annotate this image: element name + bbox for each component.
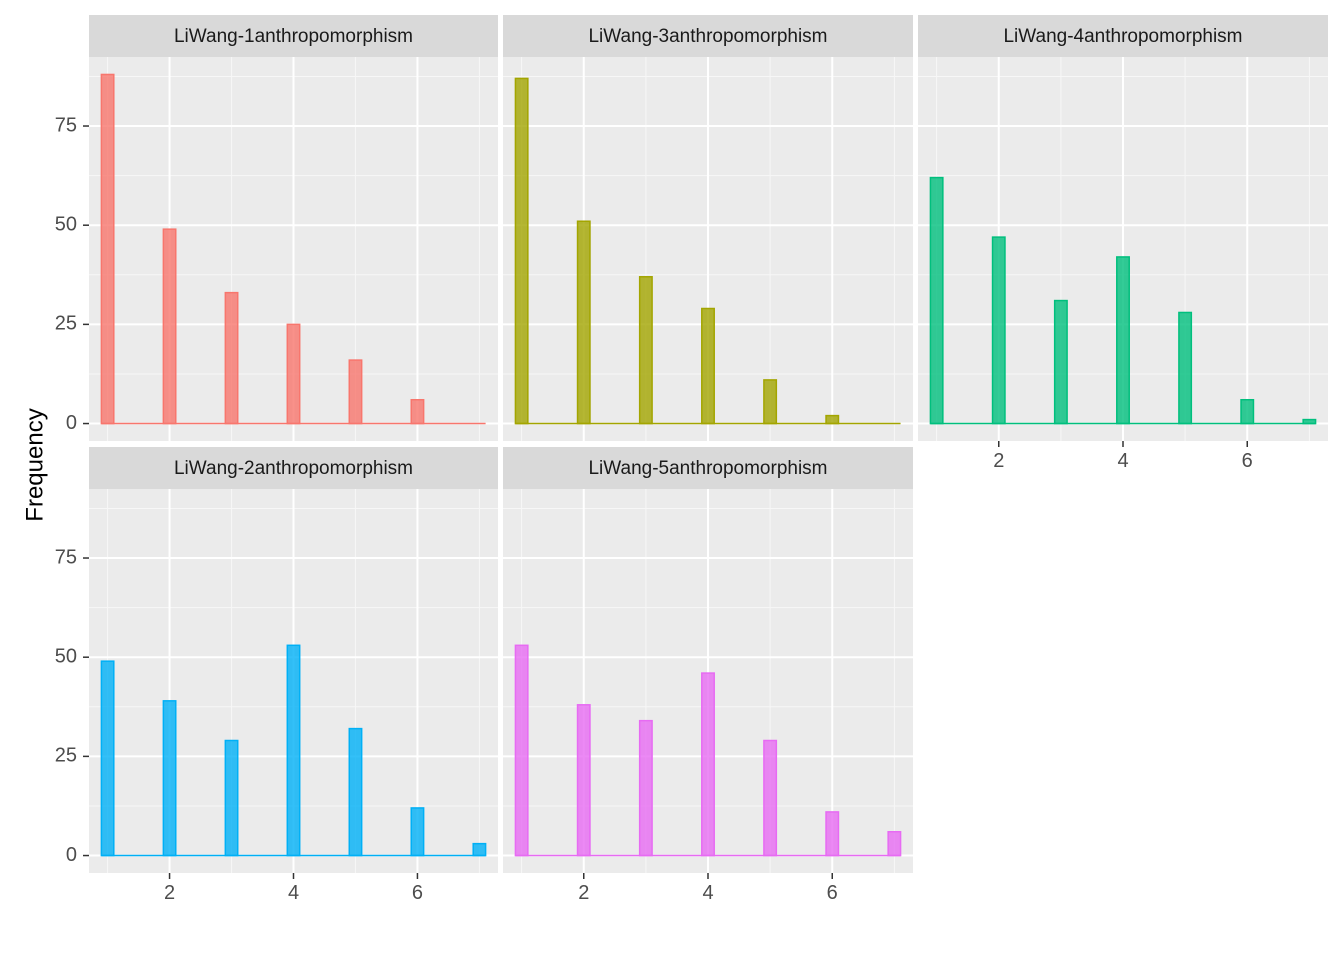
bar — [514, 77, 529, 425]
strip-background — [503, 447, 913, 489]
panel-4: LiWang-2anthropomorphism 2 4 6 0 25 50 75 — [55, 447, 498, 904]
strip-background — [89, 15, 498, 57]
bar — [286, 644, 301, 857]
x-tick-label: 6 — [412, 882, 423, 904]
bar — [410, 807, 425, 857]
y-tick-label: 25 — [55, 313, 77, 335]
strip-label: LiWang-2anthropomorphism — [174, 458, 413, 479]
bar — [1116, 256, 1130, 425]
bar — [1053, 299, 1068, 425]
y-tick-label: 50 — [55, 213, 77, 235]
bar — [410, 398, 425, 425]
bar — [638, 276, 653, 425]
bar — [825, 414, 840, 425]
panel-1: LiWang-1anthropomorphism 0 25 50 75 — [55, 15, 498, 441]
x-tick-label: 4 — [702, 882, 713, 904]
strip-background — [89, 447, 498, 489]
bar — [701, 307, 715, 425]
strip-label: LiWang-4anthropomorphism — [1003, 26, 1242, 47]
strip-label: LiWang-5anthropomorphism — [588, 458, 827, 479]
x-tick-label: 2 — [164, 882, 175, 904]
bar — [1302, 418, 1317, 425]
y-tick-label: 75 — [55, 546, 77, 568]
x-tick-label: 6 — [1242, 450, 1253, 472]
panel-5: LiWang-5anthropomorphism 2 4 6 — [503, 447, 913, 904]
bar — [576, 704, 591, 857]
bar — [286, 323, 301, 425]
bar — [224, 291, 239, 425]
y-tick-label: 25 — [55, 745, 77, 767]
bar — [576, 220, 591, 425]
x-tick-label: 4 — [1117, 450, 1128, 472]
bar — [825, 811, 840, 857]
bar — [763, 739, 778, 857]
x-tick-label: 2 — [578, 882, 589, 904]
y-tick-label: 0 — [66, 412, 77, 434]
x-tick-label: 2 — [993, 450, 1004, 472]
bar — [100, 73, 115, 425]
bar — [514, 644, 529, 857]
bar — [348, 727, 363, 857]
bar — [1240, 398, 1255, 425]
bar — [162, 700, 177, 857]
x-tick-label: 6 — [827, 882, 838, 904]
x-tick-label: 4 — [288, 882, 299, 904]
strip-background — [918, 15, 1328, 57]
bar — [348, 359, 363, 425]
bar — [162, 228, 177, 425]
panel-2: LiWang-3anthropomorphism — [503, 15, 913, 441]
bar — [1178, 311, 1193, 425]
bar — [472, 842, 487, 857]
bar — [763, 379, 778, 425]
bar — [224, 739, 239, 857]
panels: LiWang-1anthropomorphism 0 25 50 75 LiWang-3a… — [55, 15, 1328, 904]
y-tick-label: 0 — [66, 844, 77, 866]
y-axis-title: Frequency — [21, 408, 48, 521]
bar — [929, 176, 944, 425]
bar — [100, 660, 115, 857]
bar — [991, 236, 1006, 425]
strip-label: LiWang-1anthropomorphism — [174, 26, 413, 47]
strip-background — [503, 15, 913, 57]
y-tick-label: 75 — [55, 114, 77, 136]
panel-3: LiWang-4anthropomorphism 2 4 6 — [918, 15, 1328, 472]
bar — [887, 830, 902, 857]
strip-label: LiWang-3anthropomorphism — [588, 26, 827, 47]
bar — [638, 719, 653, 857]
bar — [701, 672, 715, 857]
y-tick-label: 50 — [55, 645, 77, 667]
